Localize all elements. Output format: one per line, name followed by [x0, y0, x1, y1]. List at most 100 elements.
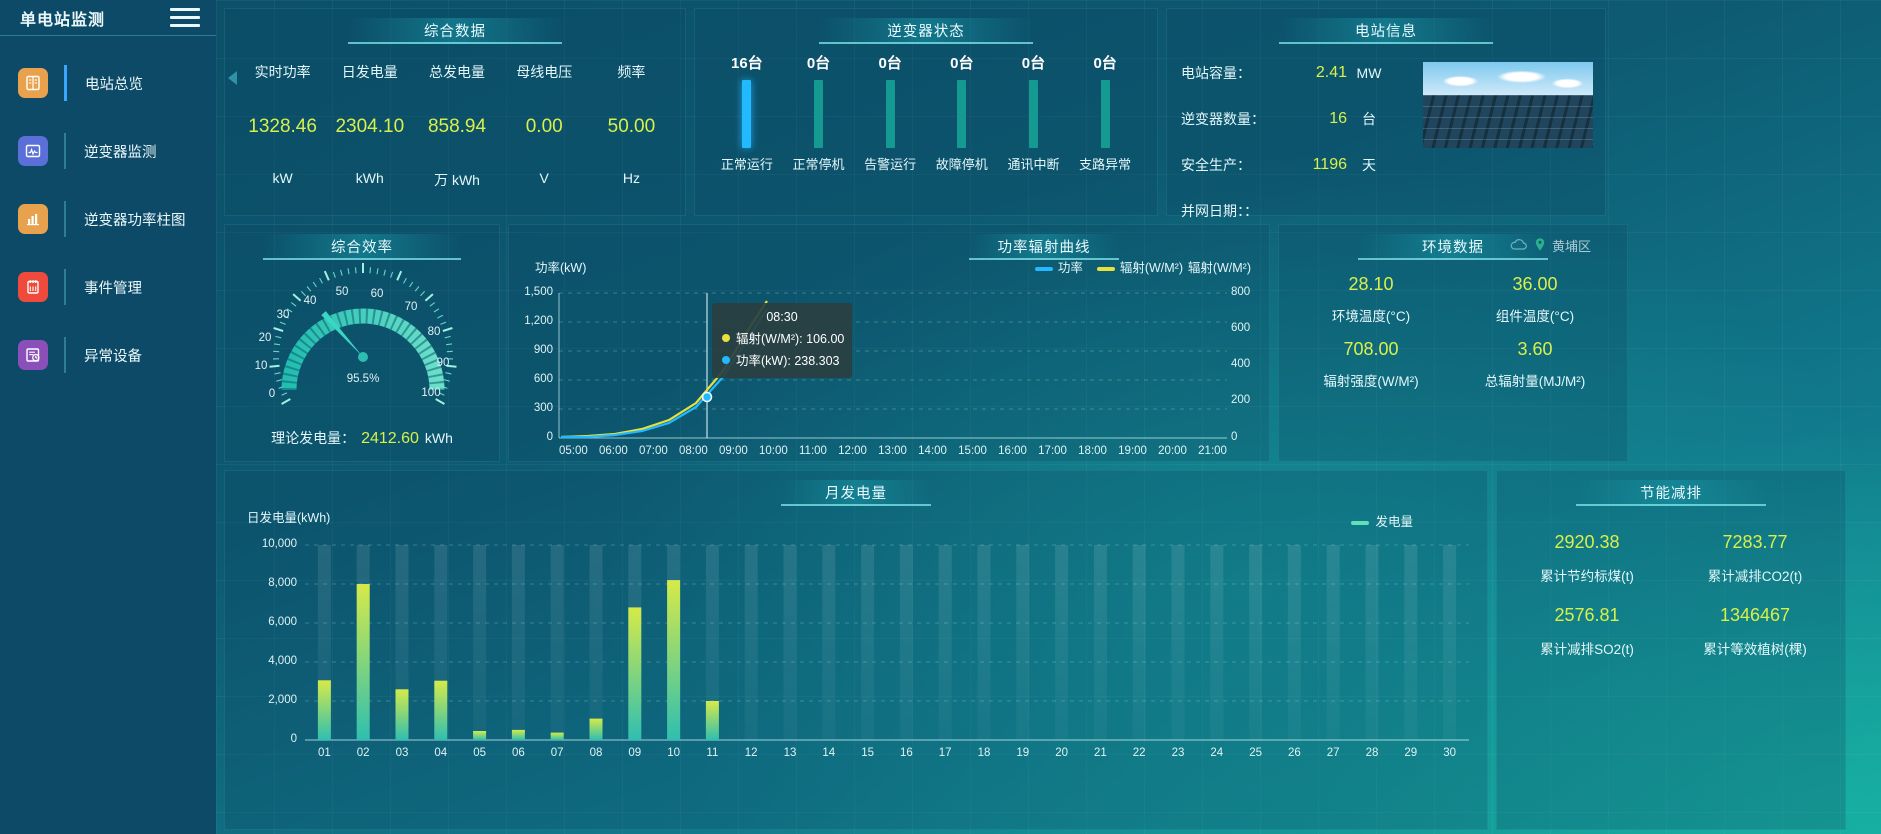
panel-monthly-generation: 月发电量 日发电量(kWh) 发电量 [224, 470, 1488, 830]
metric-unit: kW [272, 170, 293, 186]
photo-clouds [1423, 68, 1593, 90]
inverter-status-item[interactable]: 0台 告警运行 [857, 52, 923, 173]
panel-title: 环境数据 [1358, 234, 1548, 260]
bar-chart-icon [18, 204, 48, 234]
environment-cell: 3.60 总辐射量(MJ/M²) [1453, 339, 1617, 390]
bar-track [1287, 545, 1301, 740]
app-title: 单电站监测 [20, 11, 106, 29]
metric-item: 母线电压 0.00 V [501, 56, 588, 190]
sidebar-item-inverter-monitor[interactable]: 逆变器监测 [0, 126, 216, 176]
bar[interactable] [434, 680, 448, 740]
panel-grid: 综合数据 实时功率 1328.46 kW 日发电量 2304.10 kWh [216, 0, 1881, 830]
inverter-status-item[interactable]: 0台 正常停机 [785, 52, 851, 173]
environment-value: 36.00 [1512, 274, 1558, 294]
sidebar-menu: 电站总览 逆变器监测 逆变器功率柱图 [0, 36, 216, 380]
savings-key: 累计减排CO2(t) [1707, 569, 1803, 584]
inverter-label: 故障停机 [935, 157, 988, 172]
gauge-tick-60: 60 [371, 288, 384, 300]
legend-item-irradiance[interactable]: 辐射(W/M²) [1096, 257, 1183, 276]
panel-summary-data: 综合数据 实时功率 1328.46 kW 日发电量 2304.10 kWh [224, 8, 686, 216]
gauge-tick-40: 40 [304, 295, 317, 307]
station-info-row: 逆变器数量： 16 台 [1181, 96, 1423, 142]
metrics-list: 实时功率 1328.46 kW 日发电量 2304.10 kWh 总发电量 85… [225, 44, 685, 190]
metric-value: 0.00 [525, 116, 563, 137]
metric-value: 50.00 [607, 116, 656, 137]
inverter-status-item[interactable]: 0台 通讯中断 [1000, 52, 1066, 173]
inverter-label: 告警运行 [864, 157, 917, 172]
panel-title: 综合数据 [348, 18, 562, 44]
sidebar-item-inverter-power-bars[interactable]: 逆变器功率柱图 [0, 194, 216, 244]
bar-track [550, 545, 564, 740]
bar[interactable] [589, 718, 603, 740]
bar[interactable] [628, 607, 642, 740]
panel-environment-data: 环境数据 28.10 环境温度(°C) 36.00 组件温度(°C) 708.0… [1278, 224, 1628, 462]
sidebar-header: 单电站监测 [0, 0, 216, 36]
environment-grid: 28.10 环境温度(°C) 36.00 组件温度(°C) 708.00 辐射强… [1279, 260, 1627, 404]
info-value: 1196 [1312, 156, 1347, 173]
savings-value: 2576.81 [1554, 605, 1620, 625]
gauge-tick-20: 20 [259, 332, 272, 344]
bar-track [1326, 545, 1340, 740]
savings-cell: 7283.77 累计减排CO2(t) [1671, 532, 1839, 585]
inverter-bar [1028, 80, 1038, 148]
bar-track [473, 545, 487, 740]
bar-track [1016, 545, 1030, 740]
alert-device-icon [18, 340, 48, 370]
photo-panel-rows [1423, 94, 1593, 148]
inverter-status-item[interactable]: 0台 故障停机 [929, 52, 995, 173]
inverter-status-item[interactable]: 0台 支路异常 [1072, 52, 1138, 173]
bar-track [783, 545, 797, 740]
sidebar-item-event-management[interactable]: 事件管理 [0, 262, 216, 312]
hamburger-icon[interactable] [170, 7, 200, 29]
bar-track [1365, 545, 1379, 740]
savings-cell: 1346467 累计等效植树(棵) [1671, 605, 1839, 658]
gauge-tick-90: 90 [437, 357, 450, 369]
inverter-label: 通讯中断 [1007, 157, 1060, 172]
legend-item-power[interactable]: 功率 [1034, 257, 1083, 276]
inverter-count: 0台 [1093, 55, 1117, 72]
sidebar-item-station-overview[interactable]: 电站总览 [0, 58, 216, 108]
bar-track [861, 545, 875, 740]
inverter-count: 0台 [950, 55, 974, 72]
notepad-icon [18, 272, 48, 302]
bar[interactable] [356, 584, 370, 740]
gauge-value: 95.5% [347, 373, 380, 385]
bar[interactable] [705, 701, 719, 740]
metric-unit: kWh [355, 170, 384, 186]
sidebar: 单电站监测 电站总览 逆变器监测 [0, 0, 216, 834]
inverter-count: 0台 [1021, 55, 1046, 72]
station-info-body: 电站容量： 2.41 MW 逆变器数量： 16 台 安全生产： [1167, 44, 1605, 234]
station-info-row: 并网日期：： [1181, 188, 1423, 234]
legend-label: 发电量 [1375, 515, 1413, 529]
tooltip-time: 08:30 [766, 310, 798, 324]
bar[interactable] [473, 731, 487, 740]
monitor-icon [18, 136, 48, 166]
inverter-bar [742, 80, 752, 148]
panel-energy-savings: 节能减排 2920.38 累计节约标煤(t) 7283.77 累计减排CO2(t… [1496, 470, 1846, 830]
inverter-label: 支路异常 [1079, 157, 1132, 172]
collapse-arrow-icon[interactable] [228, 71, 237, 85]
inverter-status-item[interactable]: 16台 正常运行 [714, 52, 780, 173]
bar-track [589, 545, 603, 740]
inverter-label: 正常运行 [720, 157, 773, 172]
bar[interactable] [317, 680, 331, 740]
inverter-count: 0台 [878, 55, 902, 72]
curve-y-axis-label: 功率(kW) [535, 261, 587, 275]
legend-swatch [1096, 266, 1115, 271]
chart-tooltip: 08:30 辐射(W/M²): 106.00 功率(kW): 238.303 [712, 303, 852, 378]
savings-key: 累计减排SO2(t) [1540, 642, 1634, 657]
sidebar-item-abnormal-devices[interactable]: 异常设备 [0, 330, 216, 380]
environment-value: 708.00 [1343, 339, 1399, 359]
bar[interactable] [511, 729, 525, 740]
monthly-legend[interactable]: 发电量 [1351, 511, 1413, 530]
bar-track [511, 545, 525, 740]
legend-label: 辐射(W/M²) [1119, 261, 1183, 275]
curve-y2-axis-label: 辐射(W/M²) [1187, 261, 1251, 275]
sidebar-item-indicator [64, 337, 66, 373]
bar[interactable] [667, 580, 681, 740]
bar[interactable] [395, 689, 409, 740]
environment-key: 组件温度(°C) [1495, 309, 1575, 324]
monthly-plot [305, 544, 1469, 741]
bar[interactable] [550, 732, 564, 740]
gauge-svg: 95.5% 0 10 20 30 40 50 60 70 80 90 [255, 263, 457, 405]
